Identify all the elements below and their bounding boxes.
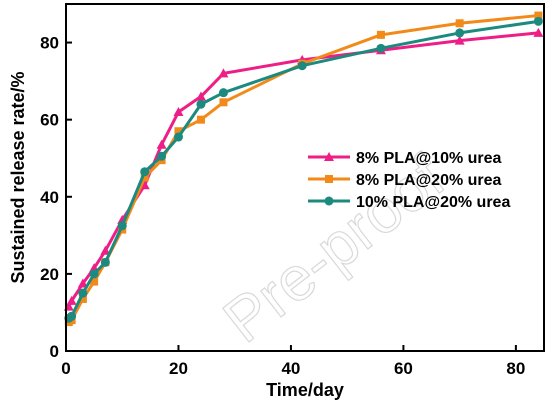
data-point	[157, 151, 167, 161]
legend: 8% PLA@10% urea 8% PLA@20% urea 10% PLA@20…	[308, 150, 510, 211]
data-point	[218, 88, 228, 98]
data-point	[100, 257, 110, 267]
y-tick-label: 0	[50, 342, 59, 361]
y-tick-label: 20	[40, 265, 59, 284]
data-point	[297, 61, 307, 71]
data-point	[89, 269, 99, 279]
y-tick-label: 80	[40, 34, 59, 53]
data-point	[90, 277, 99, 286]
data-point	[117, 221, 127, 231]
data-point	[195, 91, 206, 101]
data-point	[78, 294, 87, 303]
x-tick-label: 0	[61, 359, 70, 378]
data-point	[219, 98, 228, 107]
data-point	[196, 99, 206, 109]
data-point	[66, 295, 77, 305]
data-point	[156, 139, 167, 149]
y-tick-label: 40	[40, 188, 59, 207]
data-point	[100, 245, 111, 255]
x-axis-title: Time/day	[266, 380, 344, 400]
x-axis: 0 20 40 60 80	[61, 345, 525, 378]
plot-area	[63, 11, 544, 327]
data-point	[533, 27, 544, 37]
legend-entry: 8% PLA@10% urea	[308, 150, 502, 167]
data-point	[533, 16, 543, 26]
x-tick-label: 80	[506, 359, 525, 378]
series-3	[64, 16, 543, 323]
data-point	[534, 11, 543, 20]
x-tick-label: 60	[394, 359, 413, 378]
data-point	[196, 115, 205, 124]
data-point	[173, 132, 183, 142]
data-point	[376, 43, 386, 53]
legend-swatch-marker	[324, 152, 334, 161]
legend-swatch-marker	[324, 196, 334, 206]
data-point	[140, 167, 150, 177]
data-point	[376, 30, 385, 39]
plot-frame	[65, 3, 545, 352]
data-point	[67, 311, 77, 321]
y-axis: 0 20 40 60 80	[40, 34, 72, 361]
data-point	[77, 278, 88, 288]
legend-label: 8% PLA@20% urea	[356, 172, 502, 189]
x-tick-label: 20	[169, 359, 188, 378]
legend-entry: 8% PLA@20% urea	[308, 172, 502, 189]
y-axis-title: Sustained release rate/%	[8, 71, 28, 283]
y-tick-label: 60	[40, 111, 59, 130]
data-point	[454, 35, 465, 45]
data-point	[455, 19, 464, 28]
legend-label: 8% PLA@10% urea	[356, 150, 502, 167]
legend-swatch-marker	[325, 175, 333, 183]
data-point	[173, 106, 184, 116]
legend-entry: 10% PLA@20% urea	[308, 194, 510, 211]
data-point	[218, 68, 229, 78]
data-point	[455, 28, 465, 38]
legend-label: 10% PLA@20% urea	[356, 194, 510, 211]
x-tick-label: 40	[281, 359, 300, 378]
data-point	[78, 288, 88, 298]
data-point	[174, 127, 183, 136]
data-point	[140, 173, 149, 182]
